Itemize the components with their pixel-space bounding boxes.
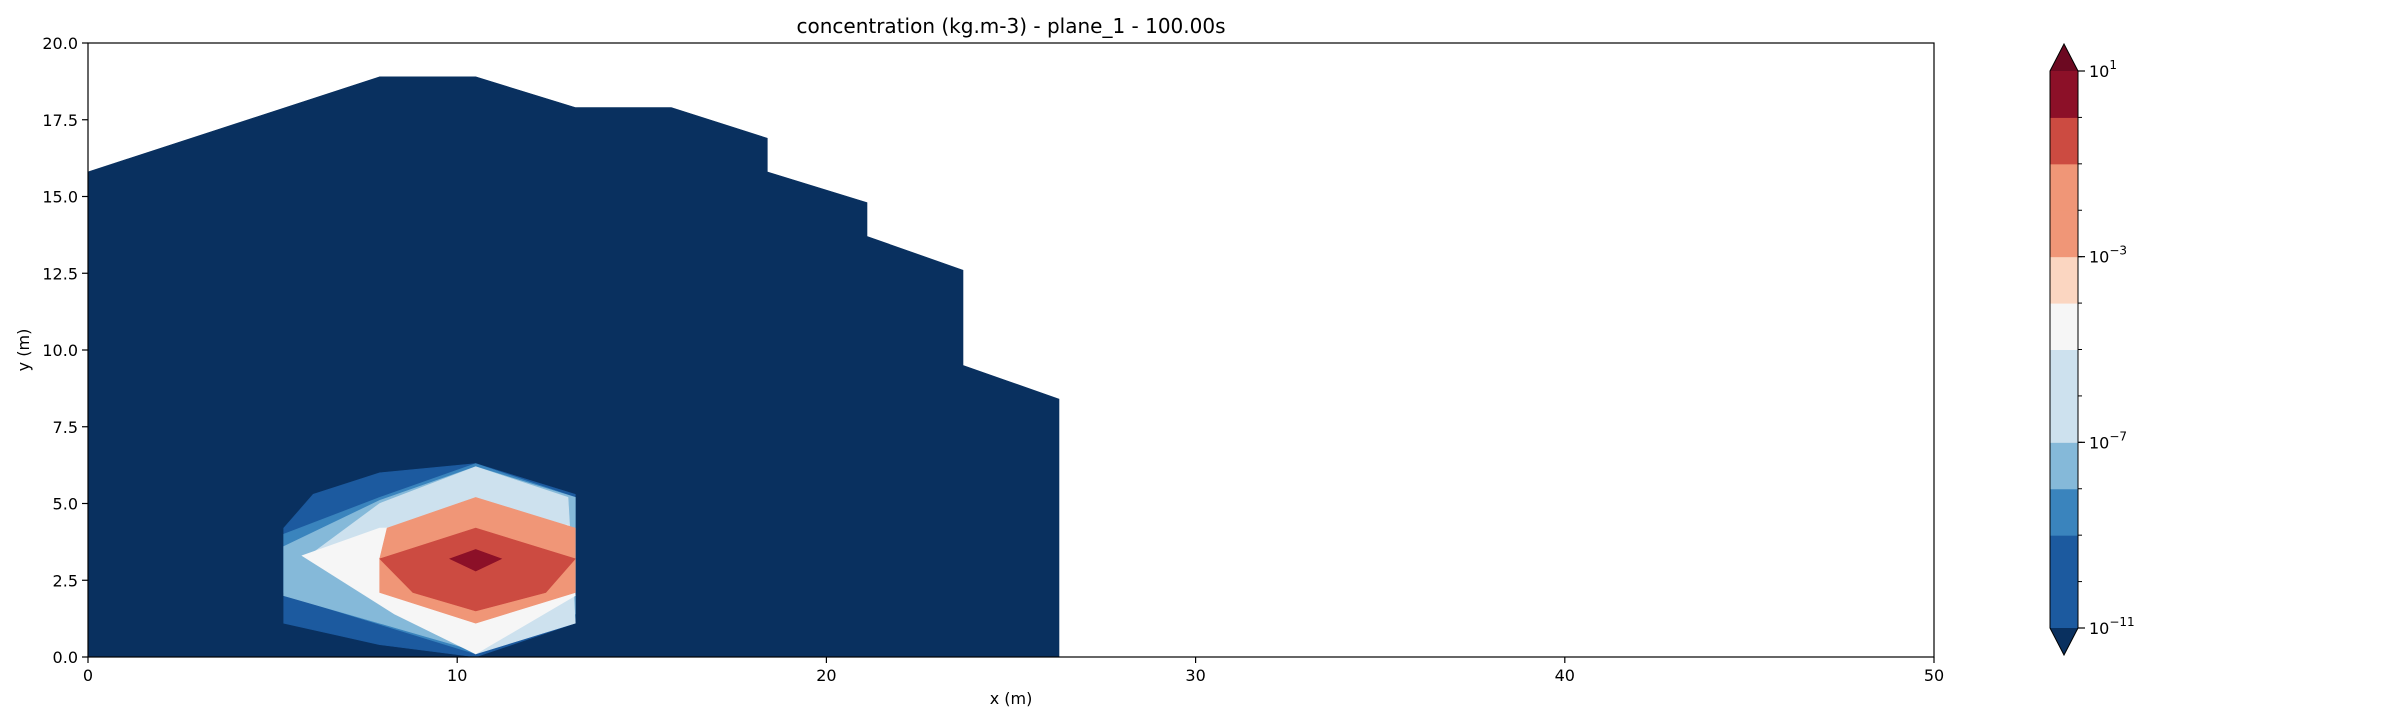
- y-tick-label: 20.0: [42, 34, 78, 53]
- y-tick-label: 15.0: [42, 188, 78, 207]
- colorbar-tick-label: 10−3: [2089, 244, 2127, 267]
- plot-area: [87, 42, 1935, 658]
- colorbar-band-8: [2050, 210, 2078, 258]
- colorbar-under-triangle: [2050, 628, 2078, 655]
- colorbar-band-6: [2050, 303, 2078, 350]
- colorbar-tick-label: 10−11: [2089, 615, 2135, 638]
- chart-title: concentration (kg.m-3) - plane_1 - 100.0…: [796, 14, 1225, 38]
- colorbar-band-5: [2050, 349, 2078, 397]
- x-tick-label: 30: [1185, 666, 1205, 685]
- colorbar-band-4: [2050, 395, 2078, 443]
- colorbar-band-3: [2050, 442, 2078, 490]
- y-tick-label: 5.0: [53, 495, 78, 514]
- colorbar-tick-label: 10−7: [2089, 429, 2127, 452]
- colorbar-band-10: [2050, 117, 2078, 165]
- colorbar-tick-label: 101: [2089, 58, 2117, 81]
- y-tick-label: 17.5: [42, 111, 78, 130]
- x-tick-label: 0: [83, 666, 93, 685]
- y-axis-label: y (m): [14, 329, 33, 372]
- colorbar-band-9: [2050, 163, 2078, 211]
- x-axis-label: x (m): [990, 689, 1033, 708]
- x-tick-label: 10: [447, 666, 467, 685]
- x-tick-label: 20: [816, 666, 836, 685]
- colorbar-band-1: [2050, 535, 2078, 583]
- y-tick-label: 7.5: [53, 418, 78, 437]
- contour-regions: [87, 76, 1060, 658]
- y-tick-label: 0.0: [53, 648, 78, 667]
- colorbar-band-2: [2050, 488, 2078, 536]
- colorbar: 101 10−3 10−7 10−11: [2049, 42, 2135, 657]
- y-tick-label: 12.5: [42, 264, 78, 283]
- y-tick-label: 10.0: [42, 341, 78, 360]
- x-tick-label: 50: [1924, 666, 1944, 685]
- colorbar-band-0: [2050, 581, 2078, 629]
- x-axis: 0 10 20 30 40 50: [83, 657, 1944, 685]
- colorbar-over-triangle: [2050, 44, 2078, 71]
- x-tick-label: 40: [1555, 666, 1575, 685]
- contour-region-8: [449, 549, 503, 572]
- colorbar-band-7: [2050, 256, 2078, 304]
- y-tick-label: 2.5: [53, 571, 78, 590]
- colorbar-band-11: [2050, 71, 2078, 118]
- y-axis: 0.0 2.5 5.0 7.5 10.0 12.5 15.0 17.5 20.0: [42, 34, 88, 667]
